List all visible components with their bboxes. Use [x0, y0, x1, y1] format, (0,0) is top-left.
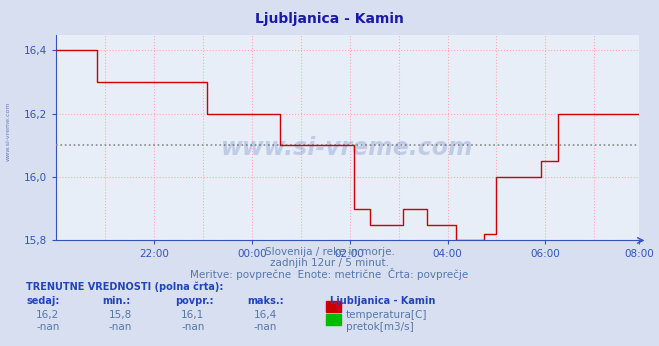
Text: Ljubljanica - Kamin: Ljubljanica - Kamin [330, 296, 435, 306]
Text: 15,8: 15,8 [109, 310, 132, 320]
Text: maks.:: maks.: [247, 296, 284, 306]
Text: Ljubljanica - Kamin: Ljubljanica - Kamin [255, 12, 404, 26]
Text: sedaj:: sedaj: [26, 296, 60, 306]
Text: 16,4: 16,4 [254, 310, 277, 320]
Text: 16,1: 16,1 [181, 310, 204, 320]
Text: povpr.:: povpr.: [175, 296, 213, 306]
Text: www.si-vreme.com: www.si-vreme.com [221, 136, 474, 160]
Text: TRENUTNE VREDNOSTI (polna črta):: TRENUTNE VREDNOSTI (polna črta): [26, 282, 224, 292]
Text: Meritve: povprečne  Enote: metrične  Črta: povprečje: Meritve: povprečne Enote: metrične Črta:… [190, 268, 469, 280]
Text: Slovenija / reke in morje.: Slovenija / reke in morje. [264, 247, 395, 257]
Text: temperatura[C]: temperatura[C] [346, 310, 428, 320]
Text: -nan: -nan [181, 322, 204, 333]
Text: min.:: min.: [102, 296, 130, 306]
Text: zadnjih 12ur / 5 minut.: zadnjih 12ur / 5 minut. [270, 258, 389, 268]
Text: pretok[m3/s]: pretok[m3/s] [346, 322, 414, 333]
Text: www.si-vreme.com: www.si-vreme.com [5, 102, 11, 161]
Text: -nan: -nan [109, 322, 132, 333]
Text: -nan: -nan [254, 322, 277, 333]
Text: 16,2: 16,2 [36, 310, 59, 320]
Text: -nan: -nan [36, 322, 59, 333]
